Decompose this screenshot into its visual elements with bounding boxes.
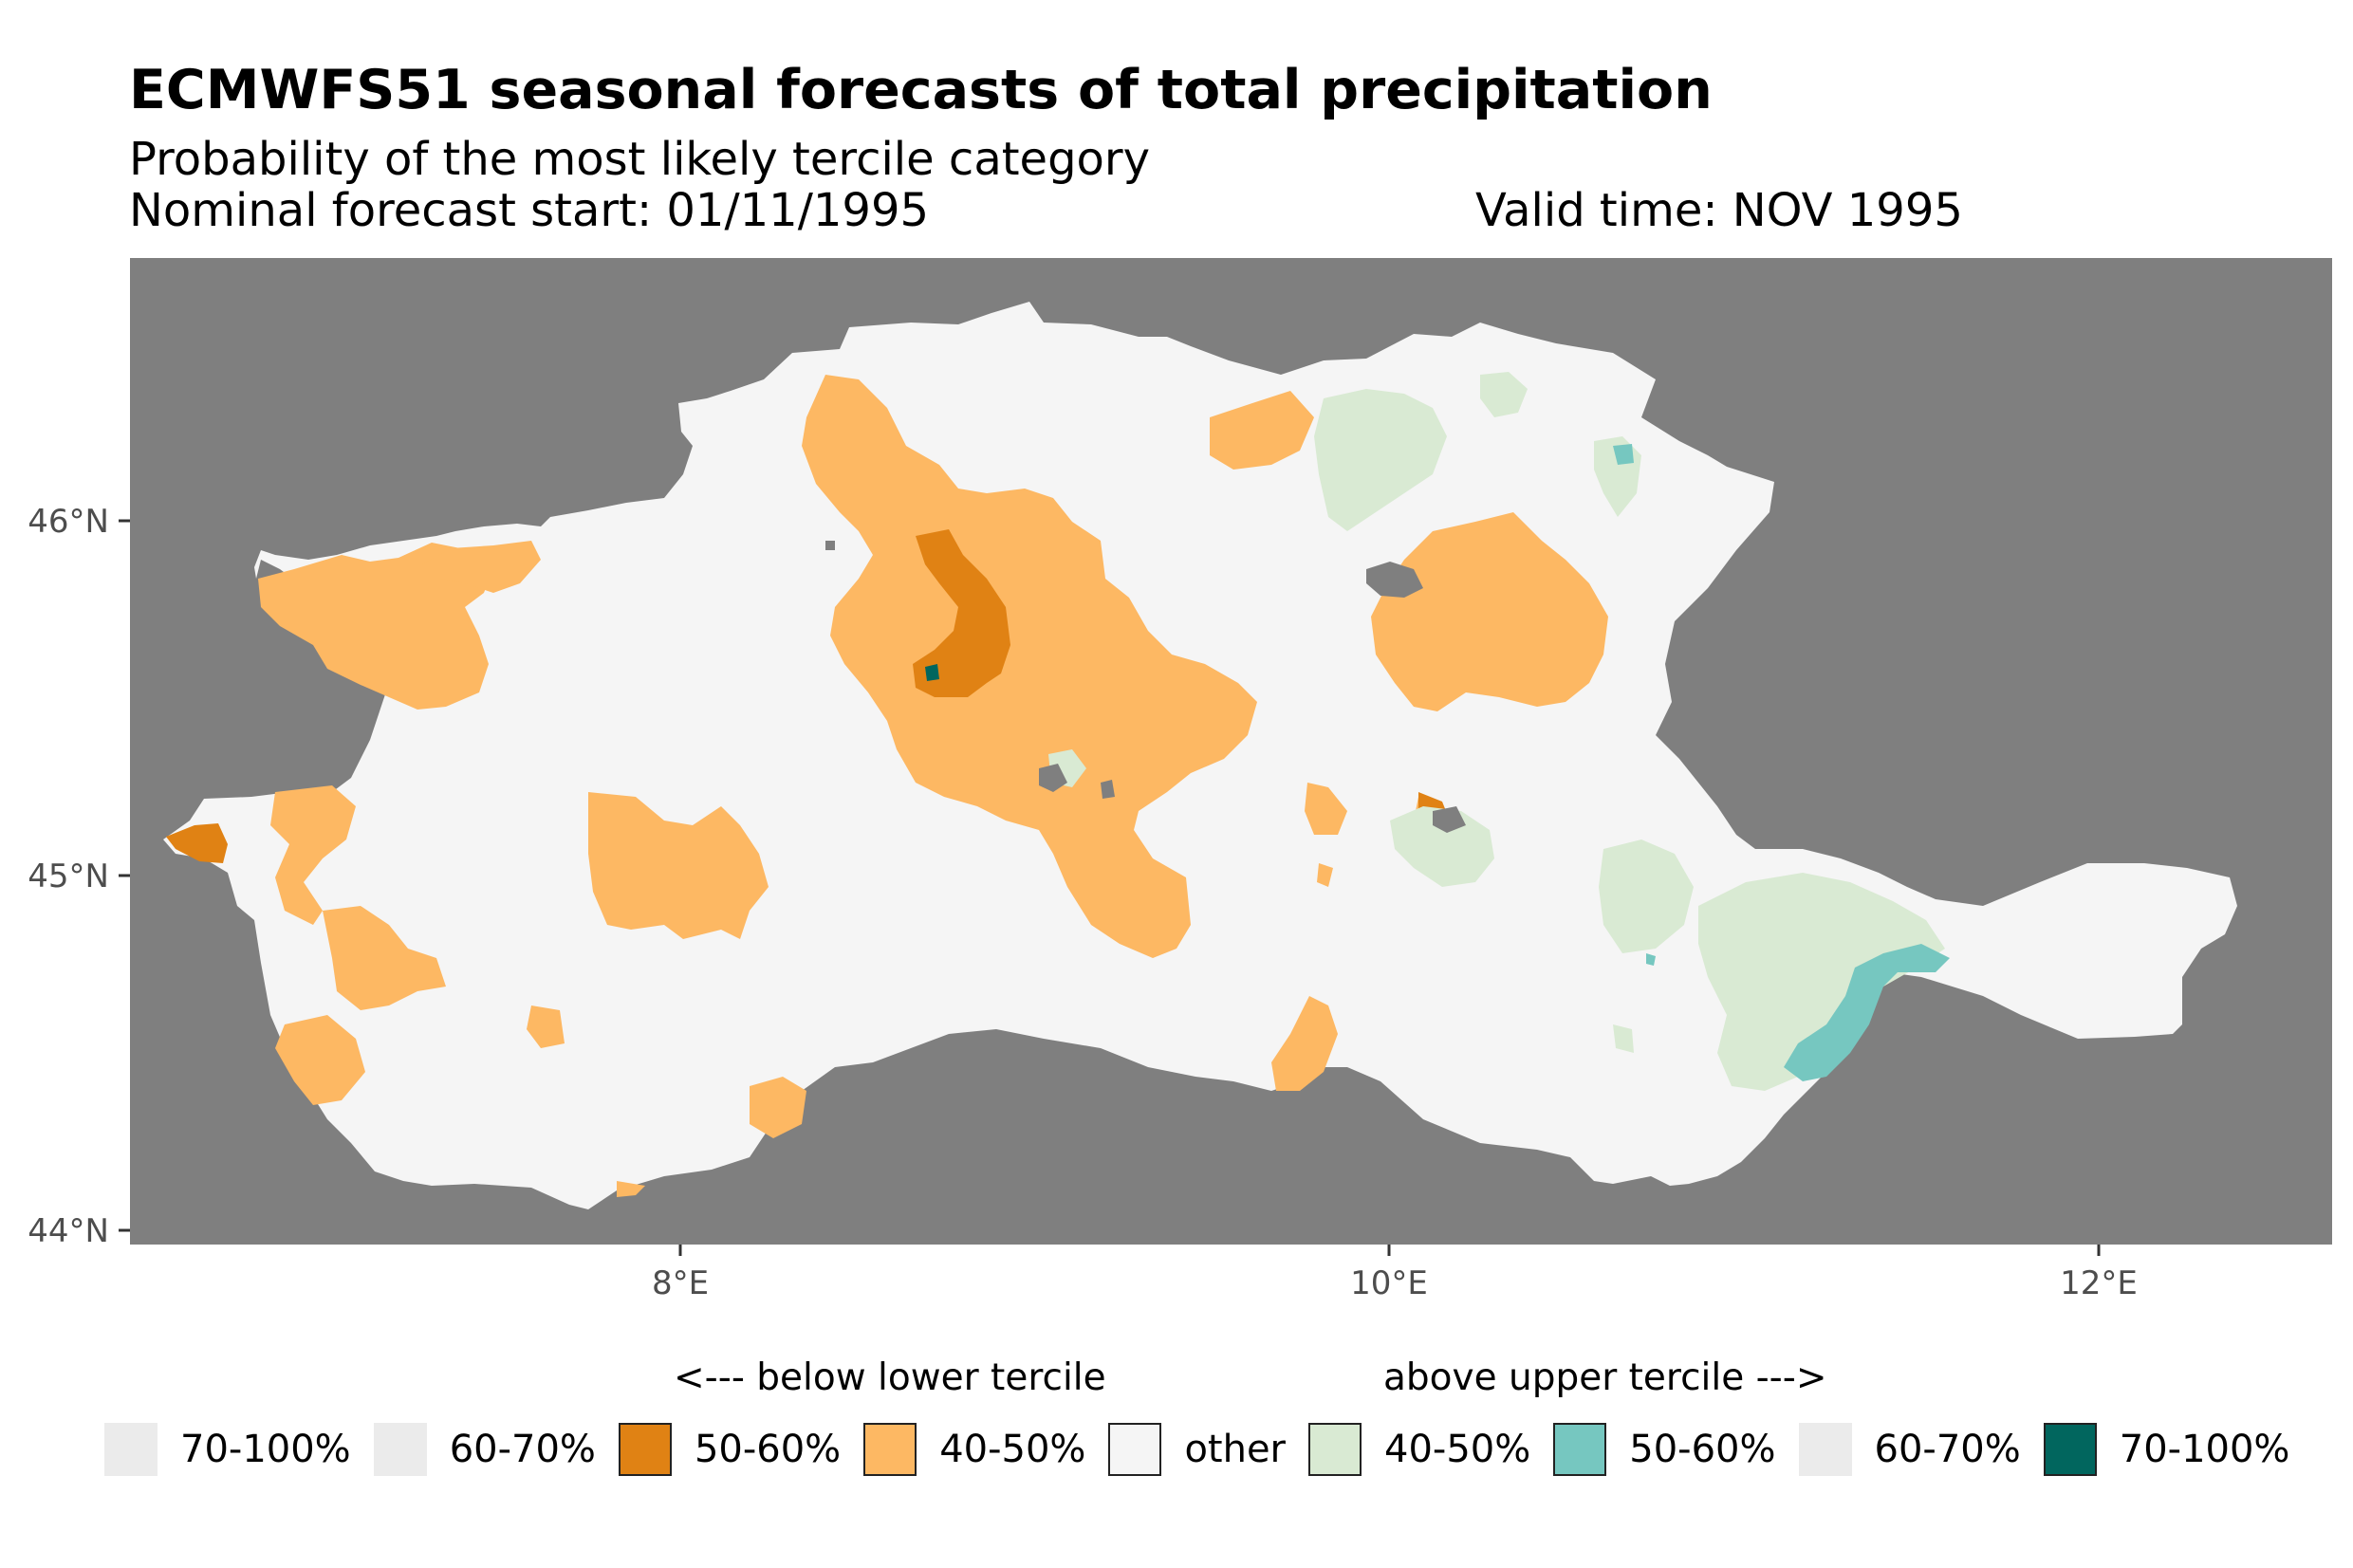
- legend-item: 50-60%: [1553, 1423, 1776, 1476]
- map-subtitle: Probability of the most likely tercile c…: [129, 133, 1151, 186]
- above-tercile-40-50-areas: [1048, 372, 1945, 1091]
- legend-label: 40-50%: [1384, 1428, 1531, 1471]
- region-above-70-100: [925, 664, 939, 681]
- region-below-40-50: [1371, 512, 1608, 711]
- legend-item: 70-100%: [104, 1423, 351, 1476]
- x-tick-label: 8°E: [652, 1264, 709, 1302]
- legend-item: 60-70%: [373, 1423, 596, 1476]
- legend-swatch: [1798, 1423, 1852, 1476]
- region-above-40-50: [1314, 389, 1447, 531]
- region-below-40-50: [588, 792, 769, 939]
- region-above-40-50: [1480, 372, 1528, 417]
- valid-time-text: Valid time: NOV 1995: [1475, 184, 1963, 237]
- region-below-40-50: [323, 906, 446, 1010]
- y-tick-label: 45°N: [28, 858, 109, 895]
- legend-swatch: [1108, 1423, 1162, 1476]
- y-tick-label: 46°N: [28, 503, 109, 541]
- region-above-40-50: [1698, 873, 1945, 1091]
- legend-swatch: [618, 1423, 672, 1476]
- region-above-40-50: [1390, 806, 1494, 887]
- region-below-40-50: [617, 1181, 645, 1197]
- region-below-50-60: [166, 823, 228, 863]
- legend-swatch: [863, 1423, 917, 1476]
- no-data-hole: [1366, 562, 1423, 598]
- legend-label: 70-100%: [2119, 1428, 2290, 1471]
- region-below-40-50: [275, 1015, 365, 1105]
- legend-label: 70-100%: [180, 1428, 351, 1471]
- region-above-50-60: [1613, 444, 1634, 465]
- legend-item: 70-100%: [2043, 1423, 2290, 1476]
- below-tercile-40-50-areas: [258, 375, 1608, 1197]
- legend-above-header: above upper tercile --->: [1383, 1356, 1827, 1399]
- legend-below-header: <--- below lower tercile: [674, 1356, 1106, 1399]
- region-below-40-50: [258, 543, 493, 710]
- no-data-hole: [1101, 780, 1115, 799]
- region-above-40-50: [1613, 1024, 1634, 1053]
- region-above-50-60: [1784, 944, 1950, 1081]
- region-below-40-50: [527, 1005, 565, 1048]
- region-below-40-50: [802, 375, 1257, 958]
- region-below-50-60: [913, 529, 1010, 697]
- x-axis: [678, 1245, 2101, 1256]
- legend-swatch: [2043, 1423, 2097, 1476]
- above-tercile-50-60-areas: [1613, 444, 1950, 1081]
- legend: 70-100% 60-70% 50-60% 40-50% other 40-50…: [104, 1420, 2312, 1479]
- forecast-start-text: Nominal forecast start: 01/11/1995: [129, 184, 930, 237]
- legend-swatch: [1553, 1423, 1607, 1476]
- legend-label: 40-50%: [939, 1428, 1086, 1471]
- x-tick-label: 12°E: [2060, 1264, 2138, 1302]
- above-tercile-70-100-areas: [925, 664, 939, 681]
- legend-label: 60-70%: [1874, 1428, 2021, 1471]
- legend-item: 40-50%: [1308, 1423, 1530, 1476]
- legend-label: 50-60%: [1629, 1428, 1776, 1471]
- region-above-40-50: [1599, 839, 1694, 953]
- y-axis: [119, 519, 130, 1232]
- region-below-40-50: [1305, 783, 1347, 835]
- region-below-40-50: [422, 541, 541, 593]
- x-tick-label: 10°E: [1350, 1264, 1428, 1302]
- map-title: ECMWFS51 seasonal forecasts of total pre…: [129, 59, 1713, 121]
- region-below-40-50: [1210, 391, 1314, 470]
- no-data-hole: [1433, 806, 1466, 833]
- legend-item: 40-50%: [863, 1423, 1085, 1476]
- legend-swatch: [104, 1423, 157, 1476]
- legend-label: 50-60%: [694, 1428, 842, 1471]
- legend-swatch: [373, 1423, 427, 1476]
- y-tick-label: 44°N: [28, 1212, 109, 1250]
- legend-item: 50-60%: [618, 1423, 842, 1476]
- legend-item: other: [1108, 1423, 1286, 1476]
- no-data-hole: [1039, 764, 1067, 792]
- region-above-50-60: [1646, 953, 1656, 966]
- legend-label: 60-70%: [449, 1428, 596, 1471]
- region-below-40-50: [750, 1077, 806, 1138]
- region-below-40-50: [270, 785, 356, 925]
- region-below-40-50: [1317, 863, 1333, 887]
- no-data-areas: [825, 541, 1466, 833]
- region-below-40-50: [1271, 996, 1338, 1091]
- legend-label: other: [1184, 1428, 1286, 1471]
- legend-swatch: [1308, 1423, 1362, 1476]
- legend-item: 60-70%: [1798, 1423, 2021, 1476]
- no-data-hole: [825, 541, 835, 550]
